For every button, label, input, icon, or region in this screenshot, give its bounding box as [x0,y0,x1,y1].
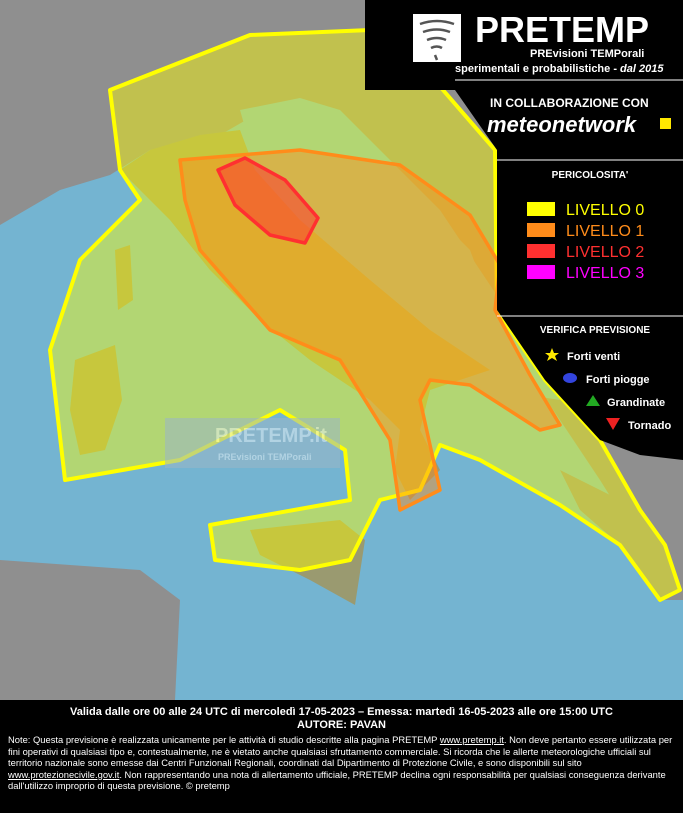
map: PRETEMP.it PREvisioni TEMPorali PRETEMP … [0,0,683,700]
subtitle: PREvisioni TEMPorali [530,48,644,60]
validity: Valida dalle ore 00 alle 24 UTC di merco… [70,706,613,718]
tagline-text: sperimentali e probabilistiche - [455,63,620,75]
tagline: sperimentali e probabilistiche - dal 201… [455,63,664,75]
collab-label: IN COLLABORAZIONE CON [490,96,649,110]
icon-tornado [606,418,620,430]
icon-rain [563,373,577,383]
icon-wind [545,348,559,361]
collab-partner: meteonetwork [487,112,638,137]
legend-label: LIVELLO 3 [566,265,644,282]
legend-swatch [527,202,555,216]
tornado-icon [419,19,455,61]
watermark-subtitle: PREvisioni TEMPorali [218,452,312,462]
legend-swatch [527,223,555,237]
author: AUTORE: PAVAN [296,719,387,731]
watermark: PRETEMP.it PREvisioni TEMPorali [165,418,340,468]
note-text: Note: Questa previsione è realizzata uni… [8,734,440,745]
watermark-title: PRETEMP.it [215,425,327,447]
verification-item: Tornado [628,420,671,432]
note-text: . Non rappresentando una nota di allerta… [8,768,666,792]
legend-label: LIVELLO 2 [566,244,644,261]
sicily [250,520,365,605]
legend-label: LIVELLO 1 [566,223,644,240]
tagline-year: dal 2015 [620,63,664,75]
sardinia [70,345,122,455]
icon-hail [586,395,600,406]
corsica [115,245,133,310]
footer: Valida dalle ore 00 alle 24 UTC di merco… [0,700,683,813]
area-level-1 [178,148,562,512]
verification-item: Forti piogge [586,374,650,386]
title: PRETEMP [475,9,649,50]
watermark-box [165,418,340,468]
legend-swatch [527,265,555,279]
legend-title: PERICOLOSITA' [552,170,629,181]
adriatic-sea [240,98,560,400]
info-panel [365,0,683,460]
note-text: . Non deve pertanto essere utilizzata pe… [8,734,673,769]
verification-title: VERIFICA PREVISIONE [540,325,651,336]
africa [0,560,180,700]
verification-item: Grandinate [607,397,665,409]
legend-label: LIVELLO 0 [566,202,644,219]
verification-item: Forti venti [567,351,620,363]
partner-mark [660,118,671,129]
legend-swatch [527,244,555,258]
greece [560,470,683,600]
link[interactable]: www.pretemp.it [439,734,504,745]
italy-peninsula [120,130,490,500]
area-level-2 [216,156,320,245]
link[interactable]: www.protezionecivile.gov.it [8,768,120,780]
legend-levels: LIVELLO 0 LIVELLO 1 LIVELLO 2 LIVELLO 3 [527,202,644,282]
note: Note: Questa previsione è realizzata uni… [8,734,675,792]
